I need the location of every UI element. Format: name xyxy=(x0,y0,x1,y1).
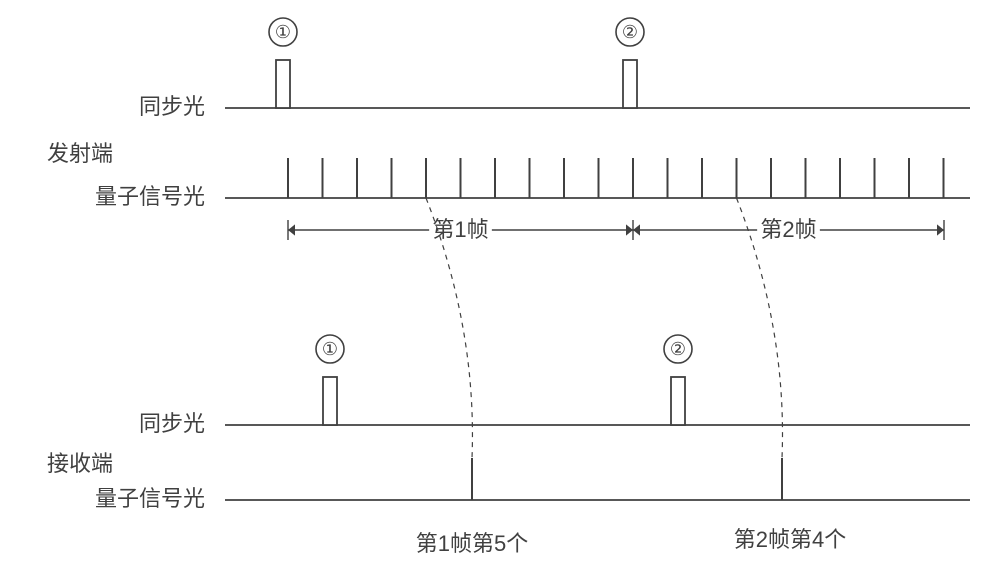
frame2-label: 第2帧 xyxy=(760,217,816,242)
rx-sync-2-number: ② xyxy=(670,339,686,359)
tx-sync-1-pulse xyxy=(276,60,290,108)
rx-note-2: 第2帧第4个 xyxy=(734,527,846,552)
rx-sync-1-number: ① xyxy=(322,339,338,359)
rx-note-1: 第1帧第5个 xyxy=(416,531,528,556)
tx-sync-1-number: ① xyxy=(275,22,291,42)
tx-sync-2-number: ② xyxy=(622,22,638,42)
rx-side-label: 接收端 xyxy=(47,451,113,476)
tx-side-label: 发射端 xyxy=(47,141,113,166)
rx-sync-label: 同步光 xyxy=(139,411,205,436)
rx-sync-2-pulse xyxy=(671,377,685,425)
tx-signal-label: 量子信号光 xyxy=(95,184,205,209)
rx-sync-1-pulse xyxy=(323,377,337,425)
tx-sync-label: 同步光 xyxy=(139,94,205,119)
rx-signal-label: 量子信号光 xyxy=(95,486,205,511)
tx-sync-2-pulse xyxy=(623,60,637,108)
